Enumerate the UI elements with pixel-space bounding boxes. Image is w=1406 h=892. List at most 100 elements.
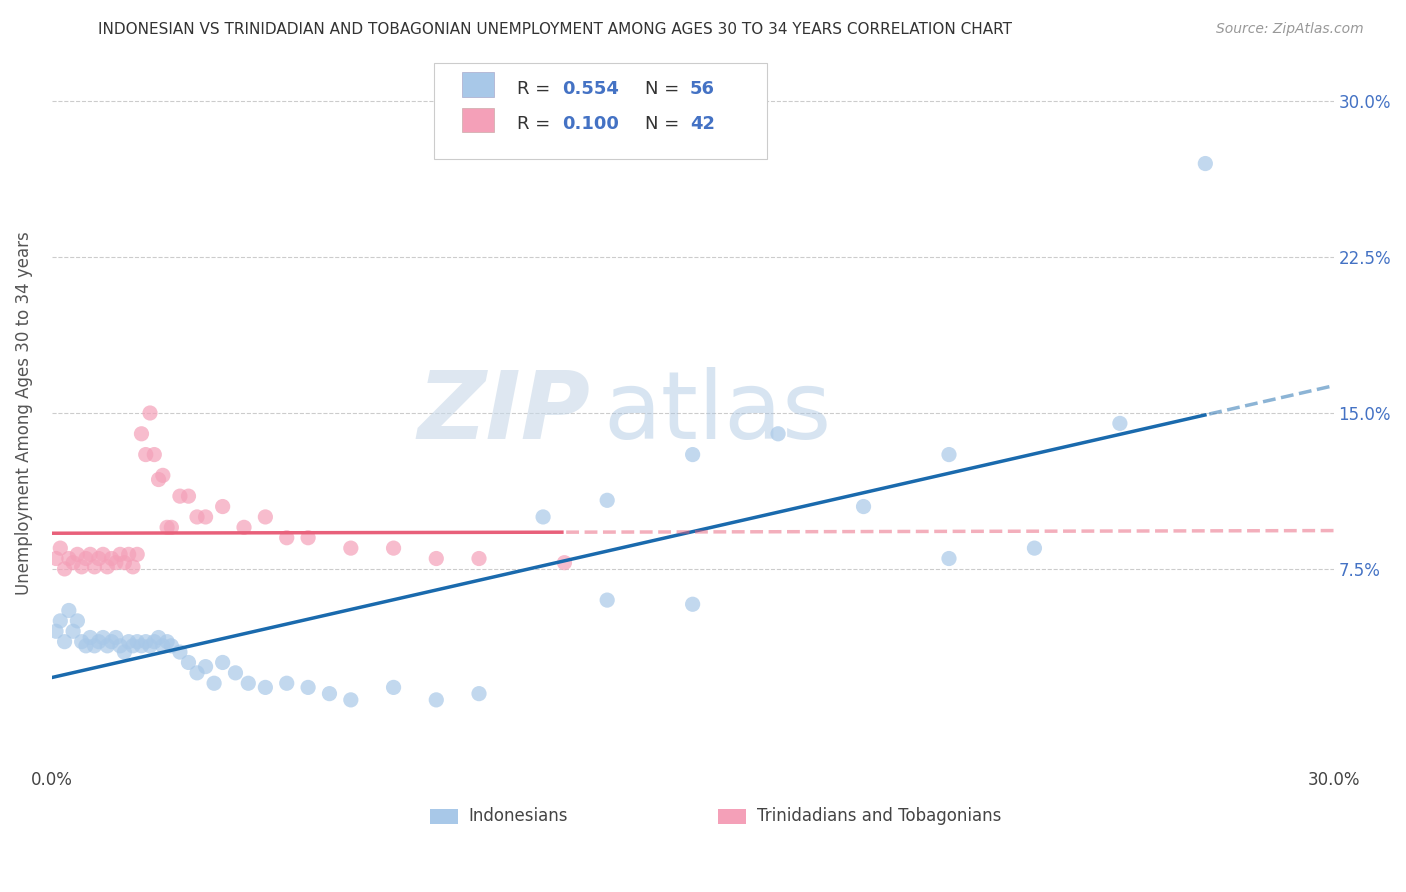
Point <box>75 639 97 653</box>
Point <box>276 531 298 545</box>
Point <box>596 593 619 607</box>
Y-axis label: Unemployment Among Ages 30 to 34 years: Unemployment Among Ages 30 to 34 years <box>15 231 32 595</box>
Point <box>139 406 162 420</box>
Point <box>156 634 179 648</box>
Point <box>553 556 575 570</box>
Point <box>91 547 114 561</box>
Point <box>194 510 217 524</box>
Text: R =: R = <box>517 115 555 133</box>
Point <box>62 556 84 570</box>
Point <box>83 559 105 574</box>
Point <box>1109 417 1132 431</box>
Point <box>177 656 200 670</box>
Point <box>45 551 67 566</box>
Point <box>91 631 114 645</box>
Point <box>135 634 157 648</box>
Point <box>160 520 183 534</box>
Point <box>766 426 789 441</box>
Point <box>108 639 131 653</box>
FancyBboxPatch shape <box>430 809 458 824</box>
Point <box>224 665 246 680</box>
Text: N =: N = <box>645 115 685 133</box>
Point <box>62 624 84 639</box>
Text: INDONESIAN VS TRINIDADIAN AND TOBAGONIAN UNEMPLOYMENT AMONG AGES 30 TO 34 YEARS : INDONESIAN VS TRINIDADIAN AND TOBAGONIAN… <box>98 22 1012 37</box>
Point <box>297 681 319 695</box>
Text: Indonesians: Indonesians <box>468 807 568 825</box>
Point <box>1024 541 1046 555</box>
Text: N =: N = <box>645 79 685 97</box>
Text: ZIP: ZIP <box>418 367 591 459</box>
Point <box>852 500 875 514</box>
Text: 42: 42 <box>690 115 716 133</box>
Point <box>58 551 80 566</box>
Point <box>127 634 149 648</box>
Point <box>382 541 405 555</box>
Text: 0.554: 0.554 <box>562 79 619 97</box>
Point <box>938 448 960 462</box>
Text: Trinidadians and Tobagonians: Trinidadians and Tobagonians <box>756 807 1001 825</box>
Point <box>118 634 141 648</box>
Point <box>186 665 208 680</box>
Point <box>186 510 208 524</box>
Point <box>238 676 260 690</box>
Point <box>112 645 135 659</box>
Point <box>468 551 491 566</box>
Point <box>139 639 162 653</box>
Point <box>156 520 179 534</box>
Point <box>233 520 256 534</box>
Point <box>169 489 191 503</box>
Point <box>148 473 170 487</box>
Point <box>340 693 363 707</box>
Point <box>66 547 89 561</box>
Point <box>87 551 110 566</box>
Point <box>211 656 233 670</box>
Point <box>297 531 319 545</box>
FancyBboxPatch shape <box>463 108 494 132</box>
Point <box>87 634 110 648</box>
Point <box>100 634 122 648</box>
Point <box>108 547 131 561</box>
Point <box>1194 156 1216 170</box>
Text: Source: ZipAtlas.com: Source: ZipAtlas.com <box>1216 22 1364 37</box>
Point <box>53 562 76 576</box>
Text: 56: 56 <box>690 79 716 97</box>
Point <box>152 468 174 483</box>
Point <box>425 693 447 707</box>
Point <box>276 676 298 690</box>
Point <box>49 614 72 628</box>
Point <box>112 556 135 570</box>
Point <box>104 556 127 570</box>
Point <box>169 645 191 659</box>
Point <box>340 541 363 555</box>
Point <box>596 493 619 508</box>
Point <box>177 489 200 503</box>
Point <box>938 551 960 566</box>
Point <box>122 559 145 574</box>
Point <box>143 634 166 648</box>
Point <box>143 448 166 462</box>
Point <box>70 634 93 648</box>
Point <box>70 559 93 574</box>
FancyBboxPatch shape <box>433 63 768 159</box>
Text: atlas: atlas <box>603 367 831 459</box>
Point <box>118 547 141 561</box>
Point <box>531 510 554 524</box>
Point <box>682 448 704 462</box>
Point <box>66 614 89 628</box>
Point <box>152 639 174 653</box>
Point <box>318 687 340 701</box>
Point <box>135 448 157 462</box>
Point <box>53 634 76 648</box>
Point <box>122 639 145 653</box>
Point <box>254 681 277 695</box>
Point <box>96 639 118 653</box>
Point <box>83 639 105 653</box>
Text: R =: R = <box>517 79 555 97</box>
Point <box>425 551 447 566</box>
Point <box>100 551 122 566</box>
Point <box>194 659 217 673</box>
Point <box>104 631 127 645</box>
Point <box>468 687 491 701</box>
Point <box>49 541 72 555</box>
Point <box>45 624 67 639</box>
